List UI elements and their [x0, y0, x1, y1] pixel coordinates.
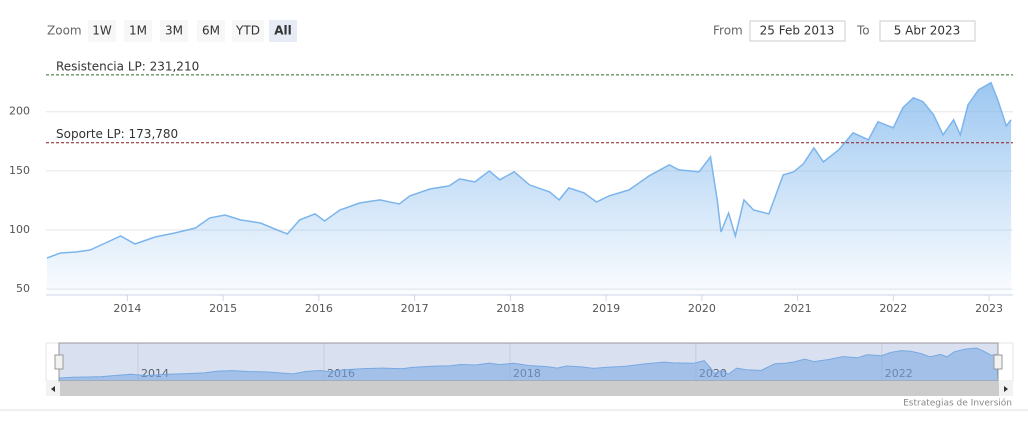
navigator-mask — [58, 342, 999, 382]
zoom-button-label[interactable]: 3M — [165, 24, 183, 38]
zoom-button-label[interactable]: 1M — [129, 24, 147, 38]
x-tick-label: 2014 — [113, 302, 141, 315]
y-tick-label: 200 — [9, 105, 30, 118]
zoom-button[interactable] — [124, 20, 152, 42]
x-tick-label: 2020 — [688, 302, 716, 315]
area-fill — [46, 82, 1012, 295]
scrollbar-left-arrow[interactable] — [51, 386, 55, 392]
to-input-box[interactable] — [879, 20, 976, 42]
y-tick-label: 50 — [16, 282, 30, 295]
navigator-handle[interactable] — [993, 354, 1003, 370]
scrollbar-right-arrow[interactable] — [1004, 386, 1008, 392]
x-tick-label: 2022 — [879, 302, 907, 315]
navigator-handle[interactable] — [54, 354, 64, 370]
y-tick-label: 150 — [9, 164, 30, 177]
plot-line-label: Resistencia LP: 231,210 — [56, 59, 199, 73]
x-tick-label: 2015 — [209, 302, 237, 315]
from-input[interactable]: 25 Feb 2013 — [760, 24, 835, 38]
navigator-area — [58, 347, 999, 382]
credits: Estrategias de Inversión — [903, 398, 1012, 409]
x-tick-label: 2017 — [401, 302, 429, 315]
series-line — [46, 81, 1012, 259]
zoom-button-label[interactable]: All — [274, 24, 292, 38]
zoom-button[interactable] — [197, 20, 225, 42]
to-input[interactable]: 5 Abr 2023 — [894, 24, 961, 38]
y-tick-label: 100 — [9, 223, 30, 236]
from-input-box[interactable] — [749, 20, 846, 42]
zoom-button-label[interactable]: 1W — [92, 24, 112, 38]
zoom-button-label[interactable]: 6M — [202, 24, 220, 38]
to-label: To — [856, 24, 870, 38]
zoom-button-label[interactable]: YTD — [235, 24, 260, 38]
x-tick-label: 2019 — [592, 302, 620, 315]
x-tick-label: 2023 — [975, 302, 1003, 315]
x-tick-label: 2021 — [784, 302, 812, 315]
x-tick-label: 2018 — [496, 302, 524, 315]
zoom-button[interactable] — [269, 20, 297, 42]
zoom-button[interactable] — [160, 20, 188, 42]
zoom-button[interactable] — [88, 20, 116, 42]
plot-line-label: Soporte LP: 173,780 — [56, 127, 178, 141]
zoom-button[interactable] — [232, 20, 264, 42]
x-tick-label: 2016 — [305, 302, 333, 315]
scrollbar-thumb[interactable] — [60, 382, 999, 396]
from-label: From — [713, 24, 743, 38]
zoom-label: Zoom — [47, 24, 82, 38]
